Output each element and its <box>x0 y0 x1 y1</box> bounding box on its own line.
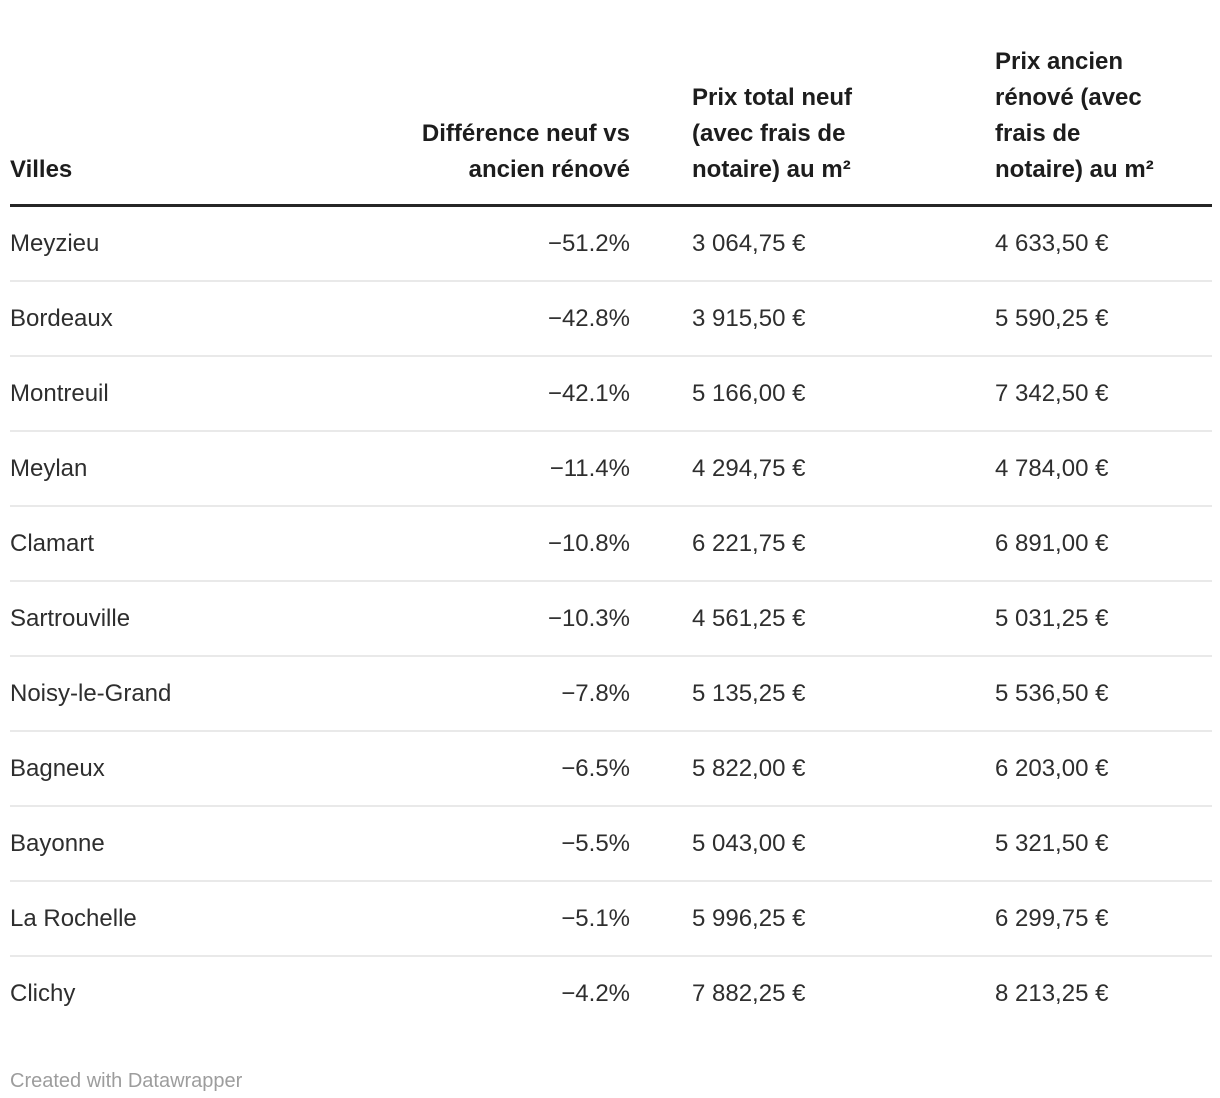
prix-ancien-cell: 5 031,25 € <box>935 580 1212 656</box>
difference-cell: −4.2% <box>370 955 630 1030</box>
difference-cell: −5.1% <box>370 880 630 956</box>
prix-ancien-cell: 5 321,50 € <box>935 805 1212 881</box>
city-cell: Noisy-le-Grand <box>10 655 370 731</box>
prix-ancien-cell: 5 590,25 € <box>935 280 1212 356</box>
column-header-prix-ancien: Prix ancien rénové (avec frais de notair… <box>935 0 1212 207</box>
prix-ancien-cell: 6 203,00 € <box>935 730 1212 806</box>
prix-ancien-cell: 6 299,75 € <box>935 880 1212 956</box>
datawrapper-credit-link[interactable]: Created with Datawrapper <box>10 1070 243 1092</box>
prix-neuf-cell: 4 561,25 € <box>630 580 935 656</box>
prix-neuf-cell: 7 882,25 € <box>630 955 935 1030</box>
prix-ancien-cell: 8 213,25 € <box>935 955 1212 1030</box>
city-cell: Meylan <box>10 430 370 506</box>
prix-ancien-cell: 4 633,50 € <box>995 229 1109 257</box>
prix-ancien-cell: 5 536,50 € <box>935 655 1212 731</box>
table-row: Montreuil −42.1% 5 166,00 €7 342,50 € <box>10 355 1212 431</box>
city-cell: Clichy <box>10 955 370 1030</box>
prix-neuf-cell: 3 915,50 € <box>630 280 935 356</box>
prix-neuf-cell: 6 221,75 € <box>630 505 935 581</box>
table-row: Noisy-le-Grand −7.8% 5 135,25 €5 536,50 € <box>10 655 1212 731</box>
difference-cell: −5.5% <box>370 805 630 881</box>
table-row: La Rochelle −5.1% 5 996,25 €6 299,75 € <box>10 880 1212 956</box>
city-cell: La Rochelle <box>10 880 370 956</box>
table-row: Bordeaux −42.8% 3 915,50 €5 590,25 € <box>10 280 1212 356</box>
difference-cell: −6.5% <box>370 730 630 806</box>
table-row: Sartrouville −10.3% 4 561,25 €5 031,25 € <box>10 580 1212 656</box>
prix-ancien-cell: 6 891,00 € <box>935 505 1212 581</box>
prix-neuf-cell: 5 822,00 € <box>630 730 935 806</box>
prix-neuf-cell: 3 064,75 € <box>692 229 806 257</box>
difference-cell: −10.8% <box>370 505 630 581</box>
difference-cell: −42.8% <box>370 280 630 356</box>
column-header-prix-neuf: Prix total neuf (avec frais de notaire) … <box>630 0 935 207</box>
city-cell: Meyzieu <box>10 229 100 257</box>
city-cell: Sartrouville <box>10 580 370 656</box>
prix-neuf-cell: 5 135,25 € <box>630 655 935 731</box>
column-header-difference: Différence neuf vs ancien rénové <box>370 0 630 207</box>
city-cell: Bagneux <box>10 730 370 806</box>
table-row: Clamart −10.8% 6 221,75 €6 891,00 € <box>10 505 1212 581</box>
prix-ancien-cell: 4 784,00 € <box>935 430 1212 506</box>
table-row: Meylan −11.4% 4 294,75 €4 784,00 € <box>10 430 1212 506</box>
prix-neuf-cell: 5 996,25 € <box>630 880 935 956</box>
city-cell: Montreuil <box>10 355 370 431</box>
table-row: Clichy −4.2% 7 882,25 €8 213,25 € <box>10 955 1212 1030</box>
difference-cell: −11.4% <box>370 430 630 506</box>
difference-cell: −42.1% <box>370 355 630 431</box>
difference-cell: −51.2% <box>547 229 630 257</box>
city-cell: Bordeaux <box>10 280 370 356</box>
table-row: Bayonne −5.5% 5 043,00 €5 321,50 € <box>10 805 1212 881</box>
table-row: Bagneux −6.5% 5 822,00 €6 203,00 € <box>10 730 1212 806</box>
city-cell: Clamart <box>10 505 370 581</box>
prix-neuf-cell: 5 166,00 € <box>630 355 935 431</box>
table-body: Meyzieu −51.2% 3 064,75 € 4 633,50 € Bordeau… <box>10 206 1212 1030</box>
difference-cell: −10.3% <box>370 580 630 656</box>
price-comparison-table: Villes Différence neuf vs ancien rénové … <box>10 0 1212 1030</box>
prix-neuf-cell: 4 294,75 € <box>630 430 935 506</box>
table-header: Villes Différence neuf vs ancien rénové … <box>10 0 1212 207</box>
table-row: Meyzieu −51.2% 3 064,75 € 4 633,50 € <box>10 206 1212 282</box>
table-header-row: Villes Différence neuf vs ancien rénové … <box>10 0 1212 207</box>
column-header-villes: Villes <box>10 0 370 207</box>
difference-cell: −7.8% <box>370 655 630 731</box>
prix-neuf-cell: 5 043,00 € <box>630 805 935 881</box>
footer: Created with Datawrapper <box>10 1070 1212 1093</box>
prix-ancien-cell: 7 342,50 € <box>935 355 1212 431</box>
city-cell: Bayonne <box>10 805 370 881</box>
